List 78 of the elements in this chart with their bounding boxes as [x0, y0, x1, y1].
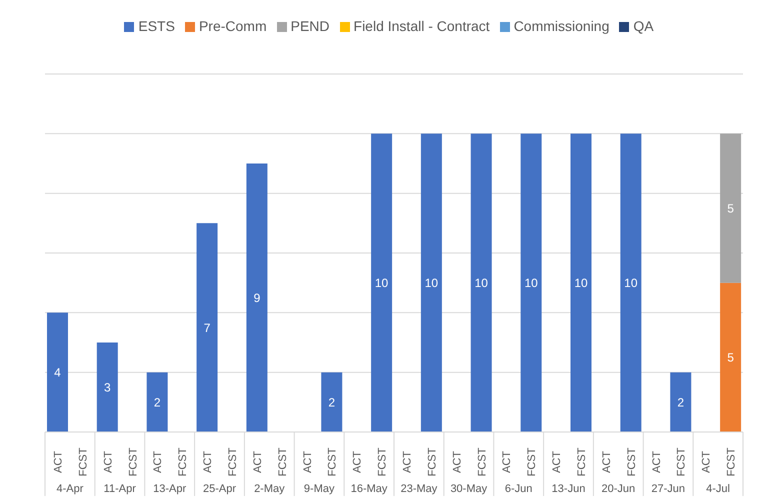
x-tick-label: ACT — [102, 450, 114, 473]
bar — [470, 134, 492, 432]
bar — [46, 312, 68, 432]
legend-label: Pre-Comm — [198, 18, 267, 34]
data-label: 9 — [254, 291, 261, 306]
legend-label: Commissioning — [514, 18, 610, 34]
text: 30-May — [450, 483, 488, 495]
bar — [146, 372, 168, 432]
text: 4-Jul — [706, 483, 730, 495]
bar — [321, 372, 342, 432]
x-tick-label: ACT — [52, 450, 64, 473]
bar — [570, 134, 592, 432]
bar — [720, 134, 742, 283]
bar — [246, 164, 268, 432]
data-label: 4 — [54, 366, 62, 380]
x-tick-label: ACT — [302, 450, 314, 473]
x-tick-label: ACT — [700, 450, 713, 473]
x-tick-label: FCST — [127, 447, 140, 476]
x-tick-label: ACT — [202, 450, 214, 473]
data-label: 5 — [727, 350, 734, 365]
data-label: 10 — [624, 276, 638, 290]
text: 27-Jun — [651, 483, 686, 495]
x-tick-label: FCST — [276, 447, 289, 476]
bar — [720, 282, 742, 432]
data-label: 10 — [374, 276, 389, 290]
legend-label: PEND — [290, 18, 330, 34]
bar — [96, 342, 118, 432]
text: 20-Jun — [602, 483, 636, 495]
data-label: 2 — [677, 395, 684, 410]
x-tick-label: FCST — [526, 447, 538, 476]
x-tick-label: FCST — [77, 447, 90, 476]
text: 2-May — [254, 483, 286, 495]
x-tick-label: FCST — [726, 447, 738, 476]
x-tick-label: ACT — [152, 450, 164, 473]
data-label: 5 — [727, 202, 734, 216]
x-tick-label: FCST — [376, 447, 389, 476]
x-tick-label: ACT — [451, 450, 464, 473]
text: 25-Apr — [202, 483, 236, 495]
data-label: 2 — [154, 395, 161, 410]
data-label: 10 — [574, 276, 588, 290]
bar — [420, 134, 442, 432]
x-tick-label: FCST — [426, 447, 438, 476]
text: 16-May — [350, 483, 388, 495]
data-label: 10 — [524, 276, 538, 290]
data-label: 3 — [104, 380, 112, 395]
x-tick-label: FCST — [226, 447, 239, 476]
bar — [371, 134, 392, 432]
text: 11-Apr — [104, 483, 136, 495]
legend-label: ESTS — [138, 18, 175, 34]
x-tick-label: ACT — [401, 450, 414, 473]
x-tick-label: FCST — [676, 447, 688, 476]
text: 9-May — [304, 483, 335, 495]
text: 23-May — [400, 483, 438, 495]
text: 13-Apr — [153, 483, 186, 495]
bar — [670, 372, 692, 432]
legend-label: QA — [633, 18, 654, 34]
x-tick-label: FCST — [177, 447, 190, 476]
x-tick-label: FCST — [476, 447, 488, 476]
text: 4-Apr — [56, 483, 84, 495]
bar — [620, 134, 642, 432]
data-label: 7 — [204, 320, 211, 335]
text: 13-Jun — [552, 483, 586, 495]
x-tick-label: ACT — [352, 450, 364, 473]
data-label: 10 — [474, 276, 488, 290]
x-tick-label: FCST — [626, 447, 638, 476]
text: 6-Jun — [504, 483, 532, 495]
x-tick-label: FCST — [576, 447, 588, 476]
bar — [196, 223, 218, 432]
x-tick-label: ACT — [600, 450, 613, 473]
bar — [520, 134, 542, 432]
legend-label: Field Install - Contract — [354, 18, 490, 34]
x-tick-label: ACT — [650, 450, 663, 473]
x-tick-label: ACT — [551, 450, 564, 473]
data-label: 10 — [424, 276, 438, 290]
x-tick-label: ACT — [252, 450, 264, 473]
x-tick-label: ACT — [501, 450, 514, 473]
data-label: 2 — [328, 395, 336, 410]
x-tick-label: FCST — [326, 447, 339, 476]
